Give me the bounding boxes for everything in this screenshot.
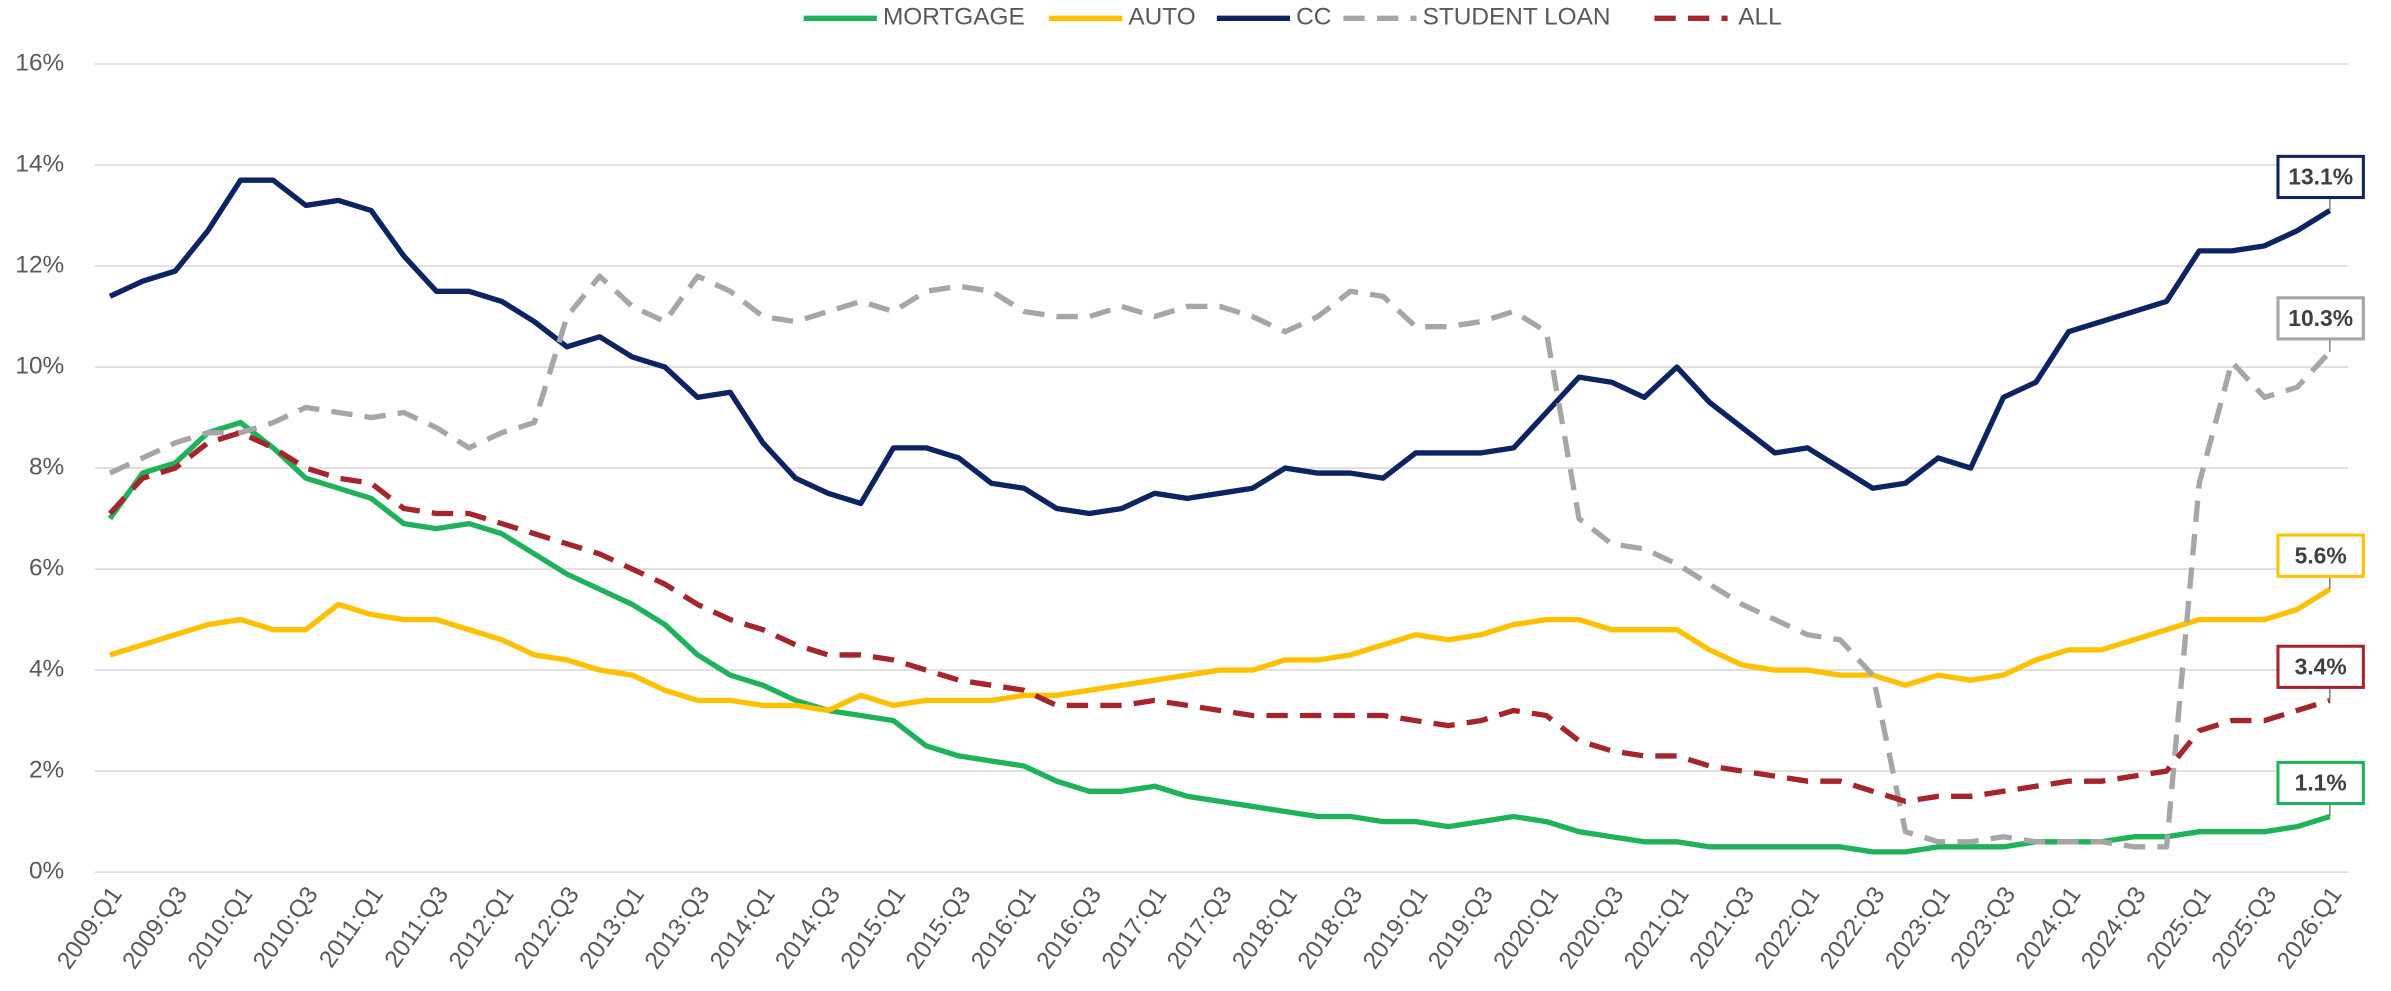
x-tick-label: 2009:Q3: [117, 882, 193, 974]
x-tick-label: 2017:Q3: [1162, 882, 1238, 974]
x-tick-label: 2012:Q3: [509, 882, 585, 974]
legend-label: STUDENT LOAN: [1423, 4, 1611, 31]
x-tick-label: 2019:Q1: [1358, 882, 1434, 974]
y-tick-label: 2%: [29, 757, 64, 784]
x-tick-label: 2018:Q3: [1293, 882, 1369, 974]
legend-label: CC: [1296, 4, 1331, 31]
x-tick-label: 2015:Q3: [901, 882, 977, 974]
callout-label: 1.1%: [2295, 770, 2347, 796]
x-tick-label: 2016:Q3: [1031, 882, 1107, 974]
x-tick-label: 2023:Q3: [1945, 882, 2021, 974]
callout-label: 3.4%: [2295, 653, 2347, 679]
x-tick-label: 2015:Q1: [836, 882, 912, 974]
x-tick-label: 2019:Q3: [1423, 882, 1499, 974]
series-line: [108, 430, 2331, 805]
y-tick-label: 10%: [15, 352, 64, 379]
y-tick-label: 6%: [29, 555, 64, 582]
callout-label: 13.1%: [2288, 164, 2353, 190]
callout-box: [2276, 154, 2365, 200]
x-tick-label: 2022:Q3: [1815, 882, 1891, 974]
x-tick-label: 2010:Q3: [248, 882, 324, 974]
x-tick-label: 2026:Q1: [2272, 882, 2348, 974]
y-tick-label: 16%: [15, 49, 64, 76]
x-tick-label: 2018:Q1: [1227, 882, 1303, 974]
callout-box: [2276, 760, 2365, 806]
x-tick-label: 2013:Q1: [574, 882, 650, 974]
x-tick-label: 2017:Q1: [1097, 882, 1173, 974]
x-tick-label: 2021:Q3: [1684, 882, 1760, 974]
legend-label: AUTO: [1128, 4, 1195, 31]
x-tick-label: 2010:Q1: [183, 882, 259, 974]
y-tick-label: 8%: [29, 453, 64, 480]
x-tick-label: 2016:Q1: [966, 882, 1042, 974]
x-tick-label: 2009:Q1: [52, 882, 128, 974]
x-tick-label: 2014:Q1: [705, 882, 781, 974]
x-tick-label: 2012:Q1: [444, 882, 520, 974]
x-tick-label: 2023:Q1: [1880, 882, 1956, 974]
series-line: [108, 177, 2332, 517]
x-tick-label: 2024:Q3: [2076, 882, 2152, 974]
y-tick-label: 14%: [15, 150, 64, 177]
callout-box: [2276, 533, 2365, 578]
legend-label: ALL: [1738, 4, 1781, 31]
x-tick-label: 2025:Q3: [2207, 882, 2283, 974]
x-tick-label: 2014:Q3: [770, 882, 846, 974]
x-tick-label: 2011:Q3: [380, 882, 455, 973]
y-tick-label: 0%: [29, 858, 64, 885]
y-tick-label: 4%: [29, 656, 64, 683]
series-line: [109, 586, 2332, 714]
callout-label: 5.6%: [2295, 542, 2347, 568]
x-tick-label: 2024:Q1: [2011, 882, 2087, 974]
x-tick-label: 2021:Q1: [1619, 882, 1695, 974]
y-tick-label: 12%: [15, 251, 64, 278]
x-tick-label: 2025:Q1: [2141, 882, 2217, 974]
x-tick-label: 2020:Q3: [1554, 882, 1630, 974]
series-line: [107, 419, 2331, 855]
x-tick-label: 2020:Q1: [1488, 882, 1564, 974]
legend-label: MORTGAGE: [883, 4, 1025, 31]
series-line: [108, 273, 2332, 850]
x-tick-label: 2013:Q3: [640, 882, 716, 974]
x-tick-label: 2011:Q1: [314, 882, 389, 973]
callout-box: [2276, 644, 2365, 689]
callout-box: [2276, 296, 2365, 341]
callout-label: 10.3%: [2288, 305, 2353, 331]
x-tick-label: 2022:Q1: [1750, 882, 1826, 974]
